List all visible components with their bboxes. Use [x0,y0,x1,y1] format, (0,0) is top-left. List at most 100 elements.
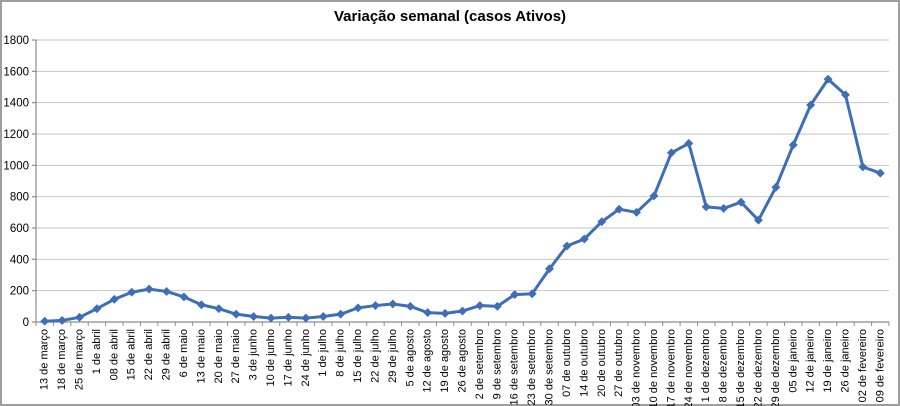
x-axis-label: 8 de dezembro [718,329,730,402]
x-axis-label: 1 de abril [91,329,103,374]
x-axis-label: 15 de julho [352,329,364,383]
data-point-marker [179,292,189,302]
data-point-marker [388,299,398,309]
y-axis-label: 600 [10,223,29,235]
x-axis-label: 19 de agosto [439,329,451,393]
data-point-marker [492,301,502,311]
data-point-marker [736,197,746,207]
data-point-marker [527,289,537,299]
x-axis-label: 17 de junho [282,329,294,387]
data-point-marker [858,162,868,172]
data-point-marker [231,309,241,319]
x-axis-label: 24 de junho [300,329,312,387]
x-axis-label: 6 de maio [178,329,190,377]
x-axis-label: 17 de novembro [665,329,677,406]
data-point-marker [788,140,798,150]
x-axis-label: 08 de abril [108,329,120,380]
x-axis-label: 2 de setembro [474,329,486,399]
x-axis-label: 20 de maio [213,329,225,383]
data-point-marker [719,203,729,213]
data-point-marker [301,313,311,323]
x-axis-label: 25 de março [74,329,86,390]
y-axis-label: 1600 [3,66,29,78]
data-point-marker [127,287,137,297]
data-point-marker [457,306,468,316]
x-axis-label: 13 de maio [195,329,207,383]
data-point-marker [214,304,224,314]
x-axis-label: 8 de julho [335,329,347,377]
x-axis-label: 22 de julho [369,329,381,383]
x-axis-label: 23 de setembro [526,329,538,405]
x-axis-label: 27 de maio [230,329,242,383]
data-point-marker [370,300,381,311]
x-axis-label: 05 de janeiro [787,329,799,393]
data-point-marker [423,308,433,318]
x-axis-label: 07 de outubro [561,329,573,397]
data-point-marker [109,294,119,304]
x-axis-label: 20 de outubro [596,329,608,397]
x-axis-label: 14 de outubro [578,329,590,397]
y-axis-label: 1800 [3,35,29,47]
data-point-marker [144,284,154,294]
x-axis-label: 03 de novembro [631,329,643,406]
series-line [43,77,882,323]
data-point-marker [632,207,642,217]
y-axis-label: 800 [10,192,29,204]
x-axis-label: 29 de abril [161,329,173,380]
x-axis-label: 24 de novembro [683,329,695,406]
y-axis-label: 1200 [3,129,29,141]
x-axis-label: 16 de setembro [509,329,521,405]
x-axis-label: 09 de fevereiro [874,329,886,402]
data-point-marker [562,241,572,251]
data-point-marker [283,312,293,322]
data-point-marker [353,303,363,313]
y-axis-label: 1000 [3,160,29,172]
data-point-marker [196,300,206,310]
data-point-marker [405,301,415,311]
x-axis-label: 15 de dezembro [735,329,747,406]
x-axis-label: 29 de julho [387,329,399,383]
data-point-marker [840,90,851,100]
data-point-marker [440,308,450,318]
y-axis-label: 0 [23,317,29,329]
data-point-marker [162,286,172,297]
data-point-marker [597,217,607,227]
x-axis-label: 3 de junho [248,329,260,380]
data-point-marker [875,168,885,178]
y-axis-label: 200 [10,286,29,298]
data-point-marker [649,191,659,201]
data-point-marker [701,202,711,212]
x-axis-label: 22 de dezembro [752,329,764,406]
data-point-marker [614,204,624,214]
x-axis-label: 12 de agosto [422,329,434,393]
y-axis-label: 400 [10,254,29,266]
data-point-marker [771,182,781,192]
data-point-marker [475,300,485,311]
data-point-marker [823,74,833,84]
x-axis-label: 10 de novembro [648,329,660,406]
x-axis-label: 5 de agosto [404,329,416,387]
x-axis-label: 26 de janeiro [839,329,851,393]
data-point-marker [74,312,85,322]
data-point-marker [249,311,259,322]
data-point-marker [318,311,328,322]
x-axis-label: 26 de agosto [457,329,469,393]
data-point-marker [57,315,67,325]
data-point-marker [40,316,50,326]
x-axis-label: 30 de setembro [544,329,556,405]
data-point-marker [753,215,763,225]
data-point-marker [666,148,676,158]
data-point-marker [510,290,520,300]
data-point-marker [544,264,555,274]
x-axis-label: 27 de outubro [613,329,625,397]
x-axis-label: 18 de março [56,329,68,390]
data-point-marker [579,234,589,244]
x-axis-label: 9 de setembro [491,329,503,399]
data-point-marker [684,138,694,148]
x-axis-label: 19 de janeiro [822,329,834,393]
x-axis-label: 02 de fevereiro [857,329,869,402]
x-axis-label: 1 de dezembro [700,329,712,402]
